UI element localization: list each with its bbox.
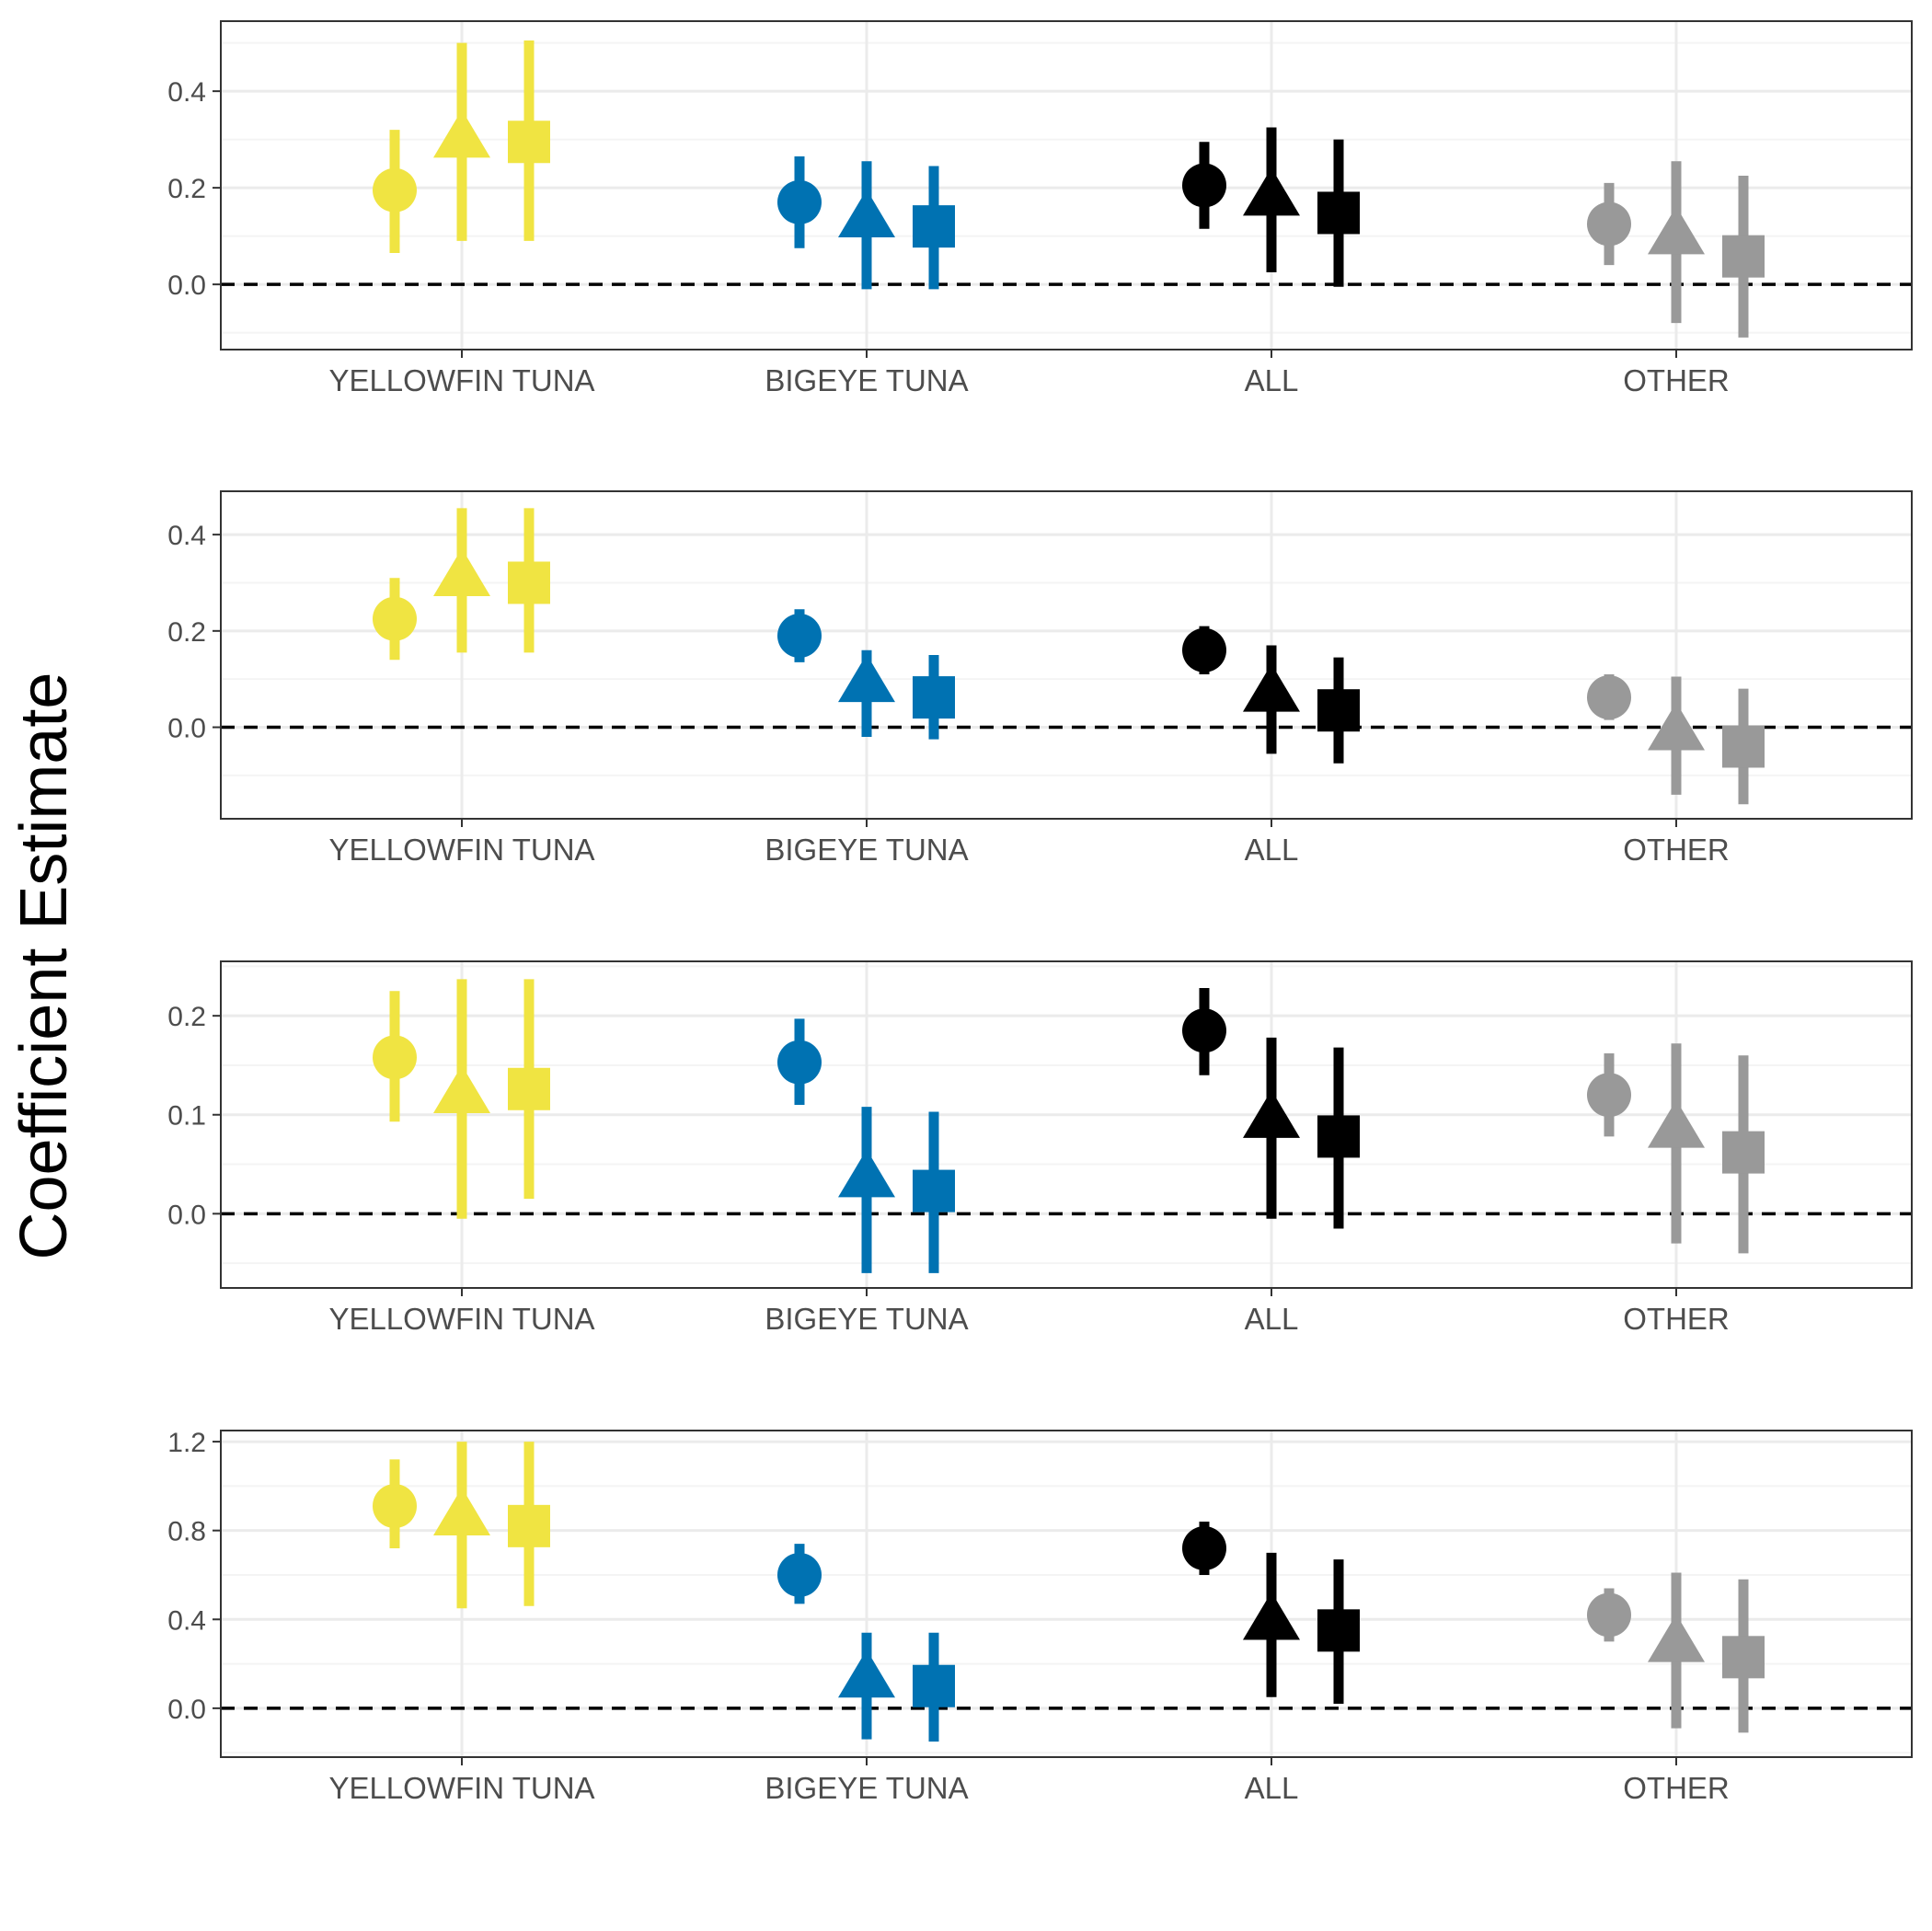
x-tick-label: OTHER — [1623, 363, 1730, 397]
point-triangle — [433, 547, 490, 596]
x-tick-label: BIGEYE TUNA — [765, 363, 968, 397]
x-tick-label: YELLOWFIN TUNA — [328, 363, 594, 397]
point-square — [913, 1664, 955, 1707]
point-circle — [373, 1484, 417, 1529]
point-circle — [373, 167, 417, 213]
x-tick-label: OTHER — [1623, 1771, 1730, 1805]
point-triangle — [1648, 702, 1705, 751]
point-square — [913, 676, 955, 719]
point-square — [508, 1504, 550, 1547]
point-circle — [373, 596, 417, 641]
point-circle — [777, 614, 822, 659]
panel-4: 0.0 0.4 0.8 1.2 YELLOWFIN TUNA BIGEYE TUNA ALL… — [167, 1428, 1913, 1805]
x-tick-label: BIGEYE TUNA — [765, 1302, 968, 1336]
point-square — [1722, 1636, 1765, 1679]
panel-border — [220, 20, 1913, 351]
point-triangle — [838, 1649, 895, 1698]
panel-border — [220, 1430, 1913, 1758]
point-circle — [1182, 163, 1226, 208]
x-tick-label: ALL — [1245, 1771, 1299, 1805]
point-triangle — [838, 654, 895, 703]
point-square — [913, 205, 955, 248]
point-square — [508, 1067, 550, 1110]
point-triangle — [1648, 1614, 1705, 1662]
point-square — [508, 121, 550, 164]
y-tick-label: 0.0 — [167, 1200, 206, 1230]
point-triangle — [433, 1064, 490, 1113]
y-tick-label: 0.2 — [167, 174, 206, 204]
panel-1: 0.0 0.2 0.4 YELLOWFIN TUNA BIGEYE TUNA ALL OTH… — [167, 20, 1913, 397]
point-square — [508, 561, 550, 604]
y-tick-label: 0.8 — [167, 1517, 206, 1547]
y-tick-label: 0.4 — [167, 77, 206, 108]
y-tick-label: 0.0 — [167, 714, 206, 744]
panel-2: 0.0 0.2 0.4 YELLOWFIN TUNA BIGEYE TUNA ALL OTH… — [167, 490, 1913, 867]
point-circle — [1182, 627, 1226, 672]
x-tick-label: ALL — [1245, 833, 1299, 867]
point-square — [1317, 191, 1360, 235]
panels: 0.0 0.2 0.4 YELLOWFIN TUNA BIGEYE TUNA ALL OTH… — [167, 20, 1913, 1805]
point-circle — [777, 1552, 822, 1597]
panel-border — [220, 490, 1913, 820]
y-tick-label: 0.1 — [167, 1101, 206, 1132]
point-triangle — [1243, 1089, 1300, 1138]
point-triangle — [1648, 206, 1705, 255]
point-triangle — [1243, 167, 1300, 216]
y-tick-label: 0.2 — [167, 1002, 206, 1032]
y-tick-label: 0.0 — [167, 270, 206, 301]
x-tick-label: BIGEYE TUNA — [765, 833, 968, 867]
point-circle — [1587, 1592, 1631, 1638]
point-triangle — [1648, 1099, 1705, 1148]
point-square — [1722, 235, 1765, 278]
point-square — [1722, 1131, 1765, 1174]
point-triangle — [838, 190, 895, 238]
point-square — [1722, 725, 1765, 768]
x-tick-label: YELLOWFIN TUNA — [328, 1302, 594, 1336]
point-circle — [373, 1035, 417, 1080]
point-circle — [1182, 1008, 1226, 1053]
point-triangle — [433, 109, 490, 158]
y-tick-label: 0.4 — [167, 521, 206, 551]
x-tick-label: OTHER — [1623, 833, 1730, 867]
point-triangle — [838, 1149, 895, 1198]
x-tick-label: ALL — [1245, 363, 1299, 397]
point-circle — [777, 179, 822, 224]
point-circle — [1587, 201, 1631, 247]
x-tick-label: ALL — [1245, 1302, 1299, 1336]
point-circle — [1182, 1525, 1226, 1570]
point-triangle — [433, 1487, 490, 1535]
y-axis-label: Coefficient Estimate — [7, 672, 81, 1260]
x-tick-label: BIGEYE TUNA — [765, 1771, 968, 1805]
panel-3: 0.0 0.1 0.2 YELLOWFIN TUNA BIGEYE TUNA ALL OTH… — [167, 960, 1913, 1336]
y-tick-label: 0.4 — [167, 1605, 206, 1636]
point-triangle — [1243, 1592, 1300, 1640]
point-circle — [777, 1040, 822, 1085]
y-tick-label: 0.0 — [167, 1695, 206, 1725]
x-tick-label: YELLOWFIN TUNA — [328, 833, 594, 867]
point-triangle — [1243, 663, 1300, 712]
point-square — [913, 1169, 955, 1213]
point-square — [1317, 689, 1360, 732]
x-tick-label: YELLOWFIN TUNA — [328, 1771, 594, 1805]
y-tick-label: 0.2 — [167, 617, 206, 648]
point-circle — [1587, 1073, 1631, 1118]
point-circle — [1587, 675, 1631, 720]
point-square — [1317, 1609, 1360, 1652]
y-tick-label: 1.2 — [167, 1428, 206, 1458]
point-square — [1317, 1115, 1360, 1158]
panel-border — [220, 960, 1913, 1289]
x-tick-label: OTHER — [1623, 1302, 1730, 1336]
